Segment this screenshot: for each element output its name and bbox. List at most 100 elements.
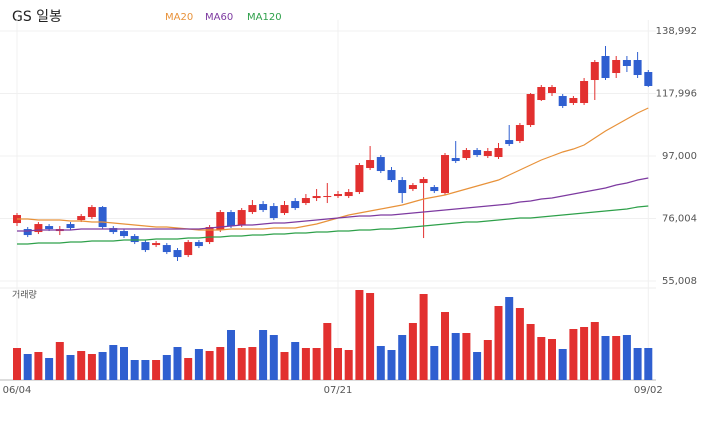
- volume-bar: [451, 333, 460, 380]
- candle-body: [601, 56, 610, 79]
- volume-bar: [87, 354, 96, 380]
- volume-bar: [483, 340, 492, 380]
- volume-bar: [45, 358, 54, 380]
- y-tick-label: 55,008: [662, 276, 697, 287]
- volume-bar: [98, 352, 107, 380]
- candle-body: [548, 87, 556, 94]
- candle-body: [376, 157, 385, 172]
- volume-bar: [173, 347, 182, 380]
- volume-bar: [515, 308, 524, 380]
- volume-bar: [601, 336, 610, 380]
- volume-bar: [162, 355, 171, 380]
- candle-body: [451, 158, 460, 162]
- volume-bar: [441, 312, 449, 380]
- candle-body: [408, 185, 417, 190]
- ma-line: [17, 205, 649, 245]
- volume-bar: [269, 335, 278, 380]
- volume-bar: [34, 352, 43, 380]
- volume-bar: [301, 348, 310, 380]
- volume-bar: [419, 294, 428, 380]
- candle-body: [612, 60, 621, 74]
- x-tick-label: 09/02: [634, 385, 663, 396]
- candle-body: [515, 125, 524, 142]
- candle-body: [473, 150, 482, 156]
- y-tick-label: 97,000: [662, 151, 697, 162]
- candle-body: [194, 242, 203, 247]
- volume-bar: [644, 348, 653, 380]
- ma-line: [17, 107, 649, 231]
- candle-body: [216, 212, 225, 231]
- volume-bar: [473, 352, 482, 380]
- volume-label: 거래량: [12, 289, 37, 301]
- volume-bar: [612, 336, 621, 380]
- volume-bar: [120, 347, 128, 380]
- legend-entry: MA20: [165, 12, 193, 23]
- candle-body: [483, 151, 492, 157]
- chart-title: GS 일봉: [12, 9, 62, 25]
- volume-bar: [312, 348, 321, 380]
- volume-bar: [23, 354, 32, 380]
- candle-body: [184, 242, 193, 256]
- candle-body: [45, 226, 54, 230]
- volume-bar: [462, 333, 471, 380]
- candle-body: [120, 231, 128, 237]
- legend-entry: MA60: [205, 12, 233, 23]
- volume-bar: [130, 360, 139, 380]
- volume-bar: [248, 347, 257, 380]
- candle-body: [259, 204, 268, 211]
- candle-body: [344, 192, 353, 197]
- candle-body: [462, 150, 471, 159]
- candle-body: [87, 207, 96, 218]
- volume-bar: [505, 297, 514, 380]
- volume-bar: [152, 360, 161, 380]
- candle-body: [387, 170, 396, 181]
- candle-body: [291, 201, 300, 209]
- x-tick-label: 07/21: [324, 385, 353, 396]
- y-tick-label: 117,996: [656, 89, 697, 100]
- volume-bar: [355, 290, 364, 380]
- y-tick-label: 138,992: [656, 26, 697, 37]
- volume-bar: [216, 347, 225, 380]
- volume-bar: [387, 350, 396, 380]
- candle-body: [419, 179, 428, 184]
- candle-body: [130, 236, 139, 243]
- candle-body: [430, 187, 439, 192]
- volume-bar: [366, 293, 375, 380]
- candle-body: [77, 216, 86, 221]
- volume-bar: [558, 349, 567, 380]
- volume-bar: [184, 358, 193, 380]
- candle-body: [312, 196, 321, 199]
- y-tick-label: 76,004: [662, 214, 697, 225]
- volume-bar: [227, 330, 235, 380]
- volume-bar: [66, 355, 75, 380]
- candle-body: [227, 212, 235, 227]
- volume-bar: [408, 323, 417, 380]
- candle-body: [644, 72, 653, 87]
- candle-body: [162, 245, 171, 253]
- candle-body: [301, 198, 310, 204]
- candle-body: [269, 206, 278, 219]
- volume-bar: [430, 346, 439, 380]
- volume-bar: [334, 348, 342, 380]
- volume-bar: [344, 350, 353, 380]
- candle-body: [366, 160, 375, 169]
- candle-body: [66, 224, 75, 229]
- candle-body: [237, 210, 246, 226]
- ma-line: [17, 177, 649, 232]
- volume-bar: [398, 335, 407, 380]
- volume-bar: [205, 351, 214, 380]
- candle-body: [633, 60, 642, 76]
- volume-bar: [259, 330, 268, 380]
- volume-bar: [569, 329, 578, 380]
- volume-bar: [280, 352, 289, 380]
- candle-body: [590, 62, 599, 81]
- volume-bar: [237, 348, 246, 380]
- volume-bar: [633, 348, 642, 380]
- candle-body: [323, 196, 332, 198]
- volume-bar: [494, 306, 503, 380]
- candle-body: [141, 242, 150, 251]
- legend-entry: MA120: [247, 12, 282, 23]
- volume-bar: [55, 342, 64, 380]
- candle-body: [569, 98, 578, 104]
